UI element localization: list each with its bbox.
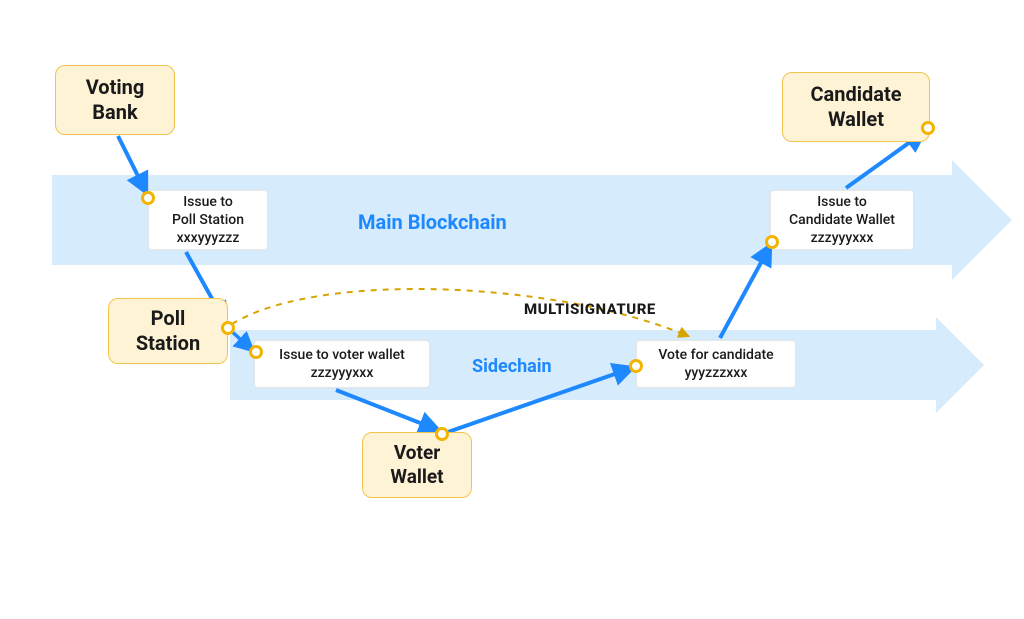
port-vote-candidate-left bbox=[629, 359, 643, 373]
tx-issue-poll-line2: Poll Station bbox=[172, 211, 244, 229]
port-issue-candidate-left bbox=[765, 235, 779, 249]
port-poll-station-right bbox=[221, 321, 235, 335]
tx-issue-candidate-line1: Issue to bbox=[789, 193, 895, 211]
tx-vote-candidate-line2: yyyzzzxxx bbox=[658, 364, 773, 382]
sidechain-label: Sidechain bbox=[472, 356, 552, 377]
tx-vote-for-candidate: Vote for candidate yyyzzzxxx bbox=[636, 340, 796, 388]
node-poll-station-label: PollStation bbox=[136, 306, 200, 356]
port-issue-poll-in bbox=[141, 191, 155, 205]
tx-issue-poll-line1: Issue to bbox=[172, 193, 244, 211]
main-blockchain-label: Main Blockchain bbox=[358, 210, 507, 234]
port-voter-wallet-top bbox=[435, 427, 449, 441]
tx-issue-voter-line1: Issue to voter wallet bbox=[279, 346, 405, 364]
multisignature-label: MULTISIGNATURE bbox=[524, 300, 656, 318]
port-issue-voter-left bbox=[249, 345, 263, 359]
node-candidate-wallet-label: CandidateWallet bbox=[810, 82, 901, 132]
tx-issue-voter-wallet: Issue to voter wallet zzzyyyxxx bbox=[254, 340, 430, 388]
node-poll-station: PollStation bbox=[108, 298, 228, 364]
node-voter-wallet-label: VoterWallet bbox=[390, 441, 443, 489]
tx-issue-poll-line3: xxxyyyzzz bbox=[172, 229, 244, 247]
tx-issue-poll-station: Issue to Poll Station xxxyyyzzz bbox=[148, 190, 268, 250]
tx-issue-candidate-line2: Candidate Wallet bbox=[789, 211, 895, 229]
node-candidate-wallet: CandidateWallet bbox=[782, 72, 930, 142]
tx-issue-voter-line2: zzzyyyxxx bbox=[279, 364, 405, 382]
tx-vote-candidate-line1: Vote for candidate bbox=[658, 346, 773, 364]
node-voting-bank-label: VotingBank bbox=[86, 75, 145, 125]
port-candidate-wallet-right bbox=[921, 121, 935, 135]
node-voter-wallet: VoterWallet bbox=[362, 432, 472, 498]
tx-issue-candidate-line3: zzzyyyxxx bbox=[789, 229, 895, 247]
tx-issue-candidate-wallet: Issue to Candidate Wallet zzzyyyxxx bbox=[770, 190, 914, 250]
node-voting-bank: VotingBank bbox=[55, 65, 175, 135]
